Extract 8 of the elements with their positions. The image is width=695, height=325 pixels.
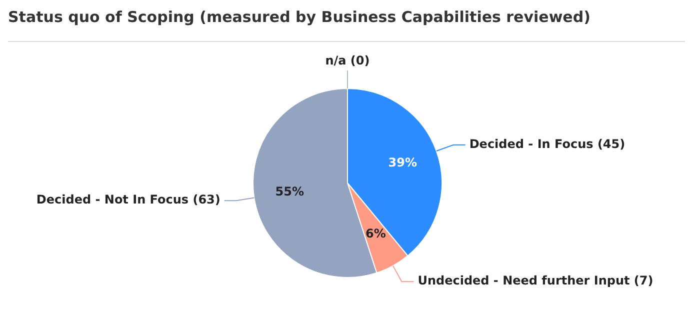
slice-label: Decided - In Focus (45) xyxy=(469,137,626,152)
data-label: 39% xyxy=(388,155,417,170)
slice-label: Undecided - Need further Input (7) xyxy=(418,274,654,288)
chart-title: Status quo of Scoping (measured by Business Capabilities reviewed) xyxy=(8,8,590,26)
data-label: 55% xyxy=(275,184,304,198)
slice-label: Decided - Not In Focus (63) xyxy=(36,192,220,207)
data-label: 6% xyxy=(366,226,386,240)
category-label: n/a (0) xyxy=(325,54,370,68)
